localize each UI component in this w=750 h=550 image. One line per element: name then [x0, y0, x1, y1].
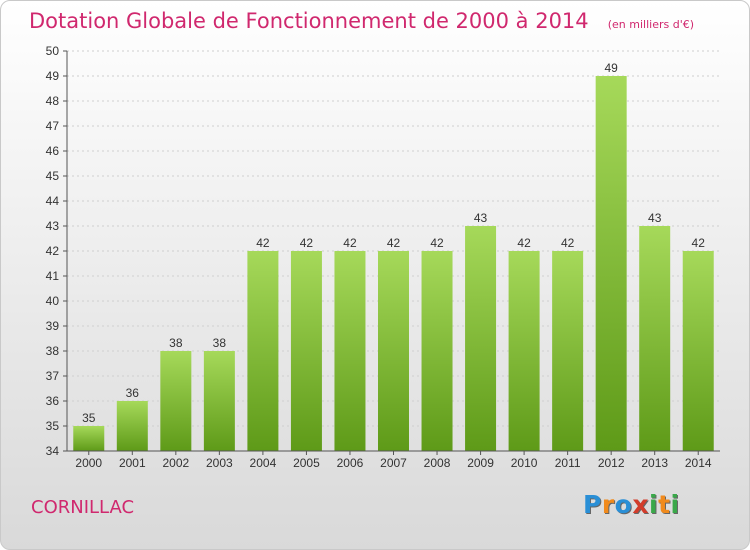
- commune-name: CORNILLAC: [31, 497, 135, 518]
- bar-2000: [73, 426, 105, 451]
- data-label: 36: [126, 386, 140, 400]
- y-tick-label: 39: [46, 319, 60, 333]
- y-tick-label: 34: [46, 444, 60, 458]
- x-tick-label: 2012: [598, 456, 625, 470]
- bar-2008: [421, 251, 453, 451]
- data-label: 42: [343, 236, 357, 250]
- bars: [73, 76, 714, 451]
- data-label: 42: [430, 236, 444, 250]
- data-label: 42: [300, 236, 314, 250]
- data-label: 42: [256, 236, 270, 250]
- y-tick-label: 44: [46, 194, 60, 208]
- bar-2012: [595, 76, 627, 451]
- x-tick-label: 2008: [424, 456, 451, 470]
- bar-2005: [290, 251, 322, 451]
- chart-subtitle: (en milliers d'€): [607, 18, 695, 31]
- axes: 34 35 36 37 38 39 40 41 42 43 44 45 46 47 48 49 50 2000 20…: [46, 44, 720, 470]
- data-label: 42: [517, 236, 531, 250]
- data-label: 49: [604, 61, 618, 75]
- chart-title: Dotation Globale de Fonctionnement de 20…: [29, 9, 589, 33]
- y-tick-label: 50: [46, 44, 60, 58]
- x-tick-label: 2003: [206, 456, 233, 470]
- data-label: 42: [692, 236, 706, 250]
- bar-2010: [508, 251, 540, 451]
- y-tick-label: 40: [46, 294, 60, 308]
- bar-2006: [334, 251, 366, 451]
- y-tick-label: 48: [46, 94, 60, 108]
- y-tick-label: 37: [46, 369, 60, 383]
- data-label: 43: [474, 211, 488, 225]
- y-tick-label: 36: [46, 394, 60, 408]
- bar-2003: [203, 351, 235, 451]
- x-tick-label: 2010: [511, 456, 538, 470]
- y-tick-label: 38: [46, 344, 60, 358]
- x-tick-label: 2005: [293, 456, 320, 470]
- data-label: 43: [648, 211, 662, 225]
- x-tick-label: 2006: [337, 456, 364, 470]
- y-tick-label: 35: [46, 419, 60, 433]
- x-tick-label: 2002: [162, 456, 189, 470]
- y-tick-label: 41: [46, 269, 60, 283]
- x-tick-label: 2007: [380, 456, 407, 470]
- data-label: 38: [213, 336, 227, 350]
- data-label: 38: [169, 336, 183, 350]
- y-tick-label: 49: [46, 69, 60, 83]
- data-label: 42: [387, 236, 401, 250]
- x-tick-label: 2000: [75, 456, 102, 470]
- x-tick-label: 2014: [685, 456, 712, 470]
- bar-2002: [160, 351, 192, 451]
- bar-2011: [552, 251, 584, 451]
- y-tick-label: 42: [46, 244, 60, 258]
- y-tick-label: 45: [46, 169, 60, 183]
- bar-2007: [378, 251, 409, 451]
- bar-2013: [639, 226, 671, 451]
- bar-2014: [682, 251, 714, 451]
- proxiti-logo: Proxiti: [583, 490, 680, 519]
- x-tick-label: 2011: [555, 456, 581, 470]
- x-tick-label: 2004: [250, 456, 277, 470]
- x-tick-label: 2013: [641, 456, 668, 470]
- chart-title-block: Dotation Globale de Fonctionnement de 20…: [29, 9, 694, 33]
- data-label: 35: [82, 411, 96, 425]
- y-tick-label: 43: [46, 219, 60, 233]
- data-labels: 35 36 38 38 42 42 42 42 42 43 42 42 49 43 42: [82, 61, 705, 425]
- bar-2001: [116, 401, 148, 451]
- x-tick-label: 2009: [467, 456, 494, 470]
- x-tick-label: 2001: [119, 456, 146, 470]
- bar-2004: [247, 251, 279, 451]
- y-tick-label: 47: [46, 119, 60, 133]
- bar-2009: [465, 226, 497, 451]
- data-label: 42: [561, 236, 575, 250]
- y-tick-label: 46: [46, 144, 60, 158]
